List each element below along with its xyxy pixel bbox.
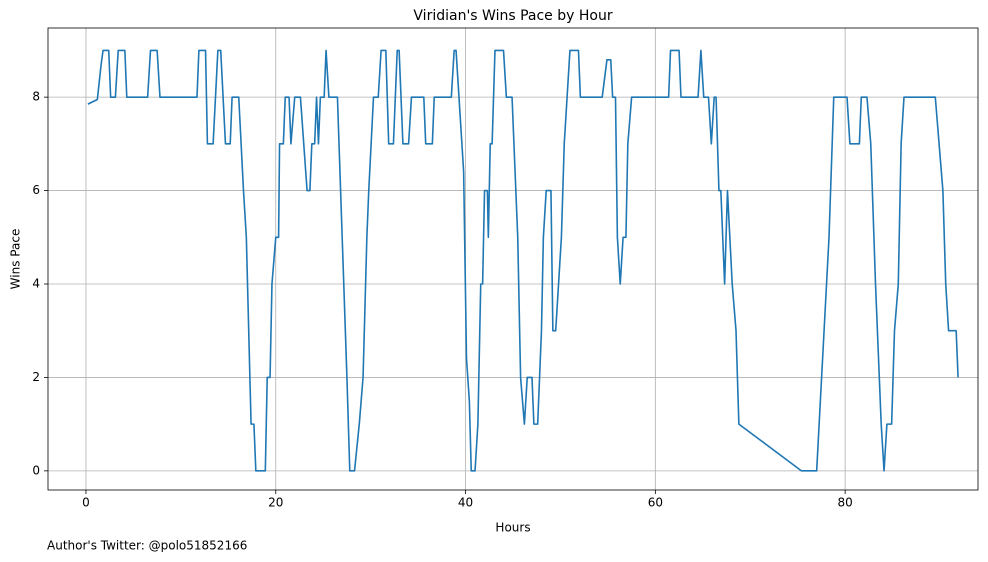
x-tick-label: 60 <box>648 496 663 510</box>
y-tick-label: 0 <box>32 463 40 477</box>
data-line <box>87 49 959 472</box>
x-tick-label: 0 <box>82 496 90 510</box>
y-tick-label: 4 <box>32 276 40 290</box>
plot-frame <box>47 27 979 491</box>
annotation: Author's Twitter: @polo51852166 <box>47 539 247 553</box>
chart-title: Viridian's Wins Pace by Hour <box>413 8 612 24</box>
x-tick-label: 80 <box>838 496 853 510</box>
x-tick-label: 20 <box>268 496 283 510</box>
x-axis-label: Hours <box>495 521 530 535</box>
y-axis-label: Wins Pace <box>9 229 23 290</box>
x-tick-label: 40 <box>458 496 473 510</box>
y-tick-label: 2 <box>32 370 40 384</box>
y-tick-label: 8 <box>32 90 40 104</box>
y-tick-label: 6 <box>32 183 40 197</box>
